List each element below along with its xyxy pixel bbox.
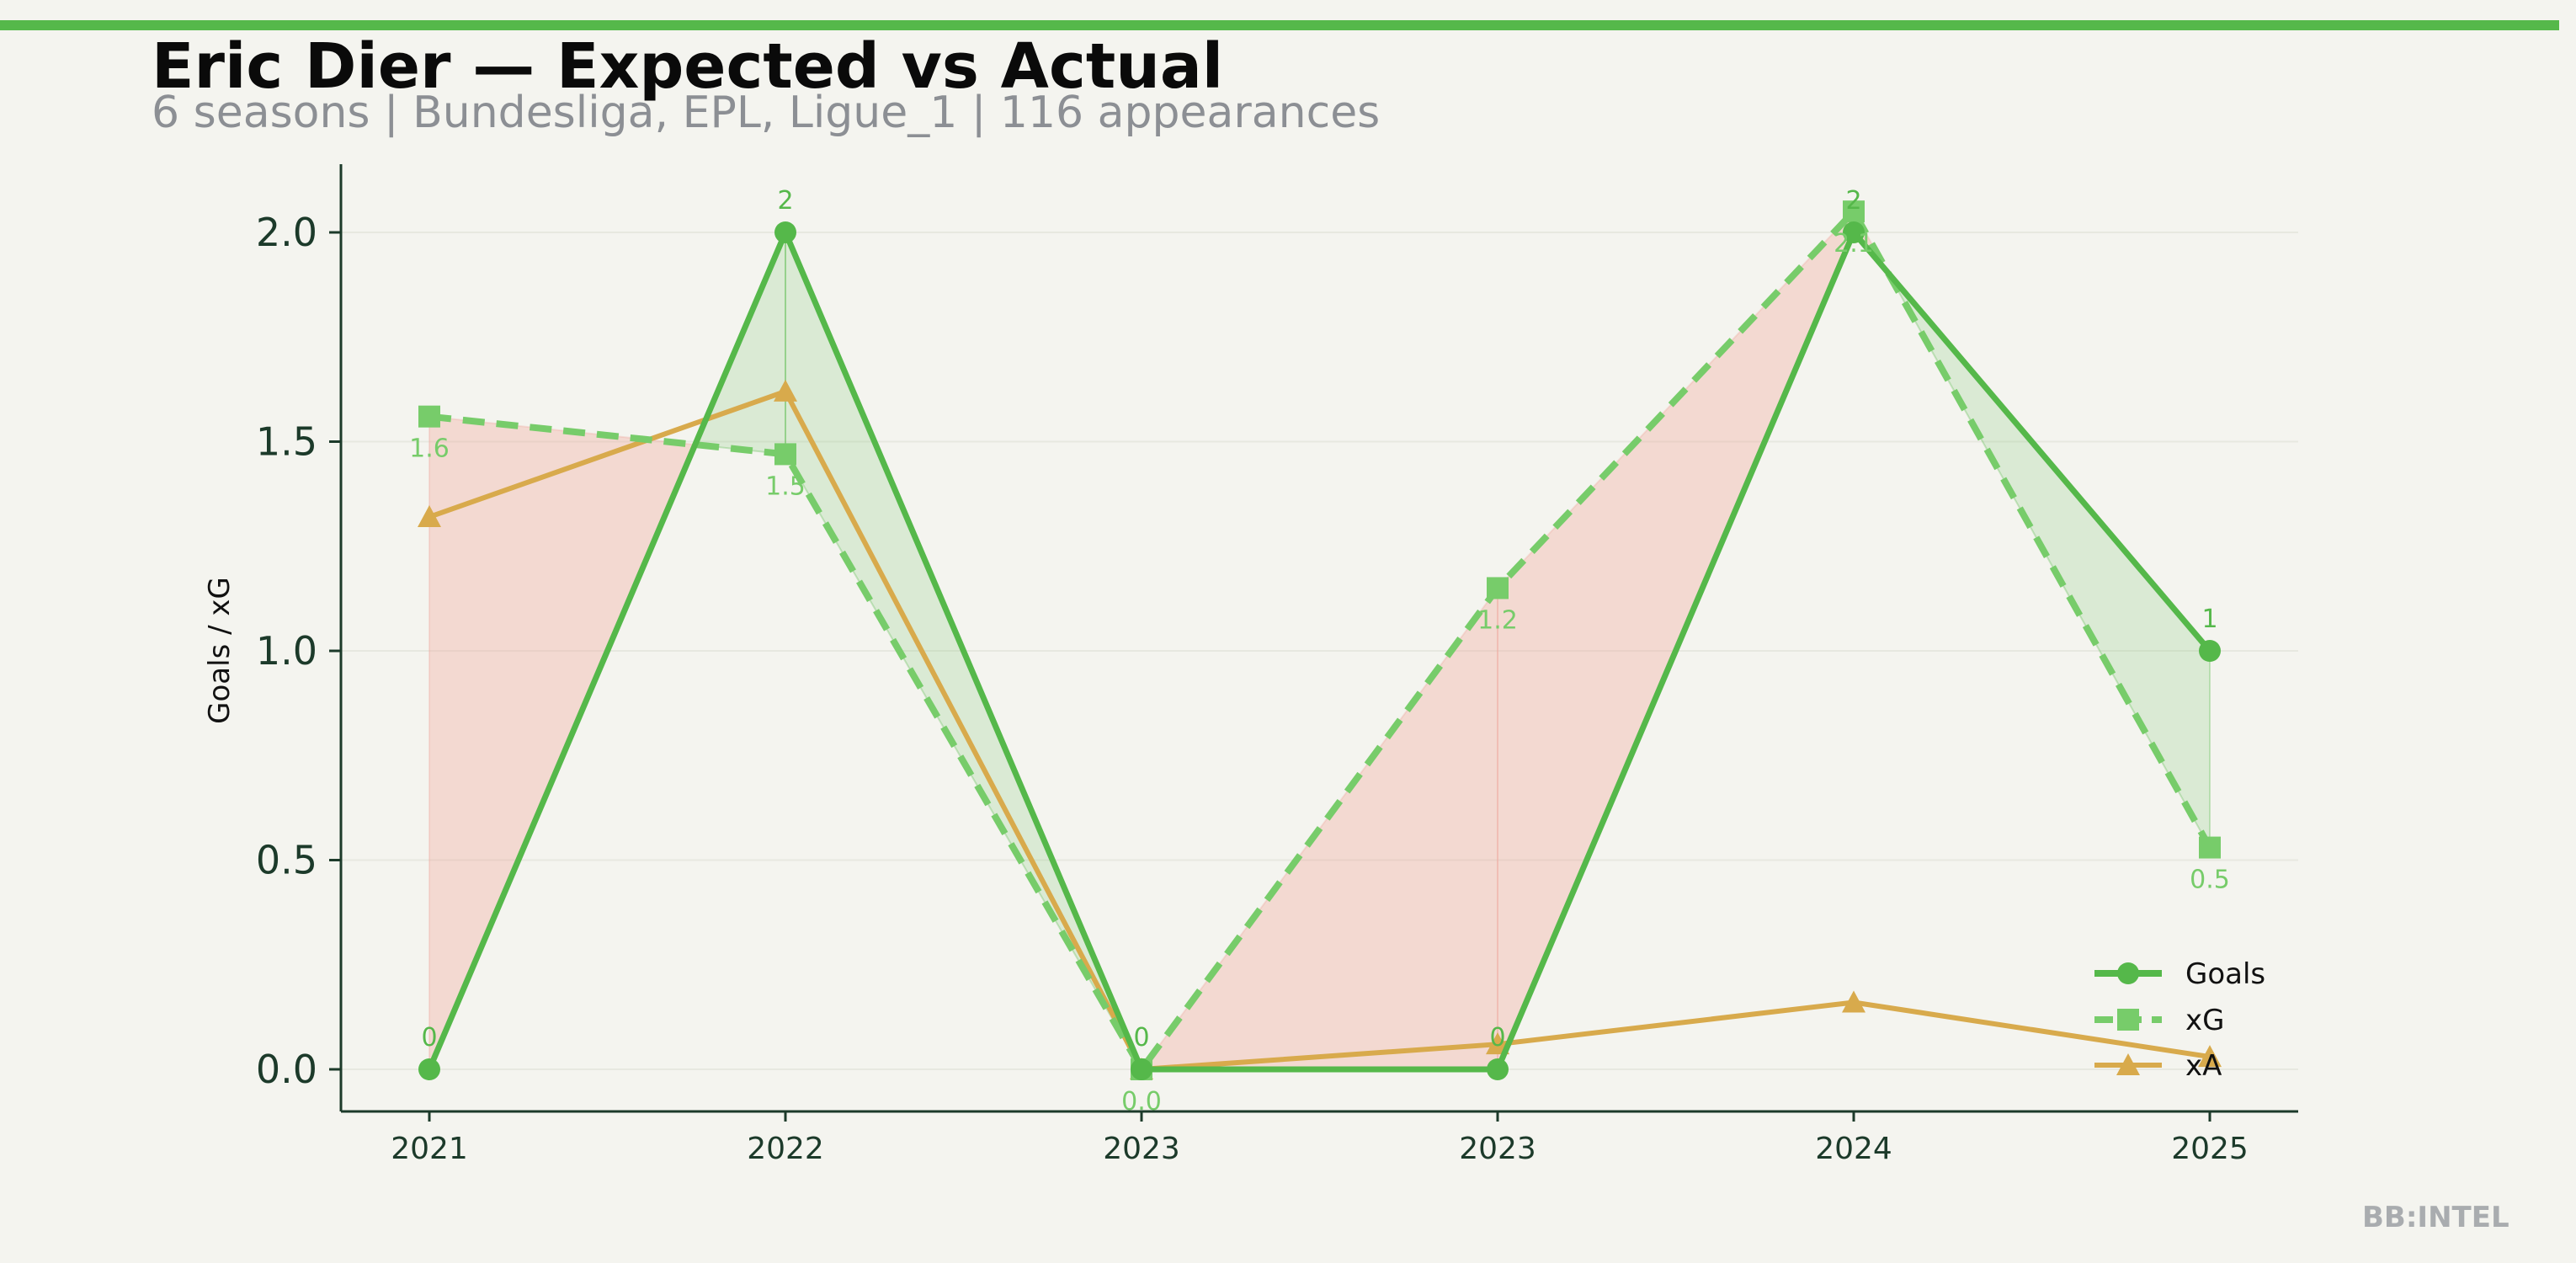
legend-marker-goals	[2117, 962, 2139, 984]
y-axis-label: Goals / xG	[203, 577, 237, 724]
chart-subtitle: 6 seasons | Bundesliga, EPL, Ligue_1 | 1…	[152, 88, 1381, 138]
x-tick-label: 2024	[1815, 1132, 1892, 1166]
xg-point	[1843, 200, 1865, 223]
watermark: BB:INTEL	[2362, 1201, 2509, 1234]
xg-point	[1487, 577, 1509, 600]
accent-bar	[0, 20, 2559, 30]
goals-value-label: 0	[1133, 1023, 1149, 1052]
xa-point	[774, 379, 797, 402]
x-tick-label: 2025	[2171, 1132, 2249, 1166]
legend-label-xa: xA	[2185, 1049, 2222, 1083]
goals-value-label: 2	[777, 186, 793, 216]
xg-point	[418, 405, 440, 428]
xg-value-label: 1.2	[1477, 605, 1518, 635]
legend-label-goals: Goals	[2185, 957, 2265, 991]
goals-point	[2199, 640, 2221, 662]
xa-point	[1842, 990, 1865, 1013]
y-tick-label: 0.5	[256, 838, 317, 883]
x-tick-label: 2022	[747, 1132, 824, 1166]
goals-value-label: 1	[2201, 605, 2217, 634]
goals-line	[426, 229, 2212, 1073]
y-tick-label: 2.0	[256, 210, 317, 255]
y-tick-label: 1.5	[256, 419, 317, 465]
x-tick-label: 2021	[391, 1132, 468, 1166]
y-tick-label: 0.0	[256, 1047, 317, 1092]
xg-value-label: 0.5	[2190, 866, 2230, 895]
y-tick-label: 1.0	[256, 628, 317, 674]
chart-title: Eric Dier — Expected vs Actual	[152, 30, 1224, 103]
goals-value-label: 2	[1845, 186, 1861, 216]
xg-value-label: 2.1	[1834, 229, 1874, 258]
goals-point	[418, 1058, 440, 1080]
xg-value-label: 1.6	[409, 434, 450, 464]
xg-point	[2199, 836, 2221, 859]
goals-point	[1131, 1058, 1152, 1080]
xg-point	[774, 443, 796, 466]
goals-point	[774, 221, 796, 243]
xg-line	[428, 208, 2213, 1073]
goals-value-label: 0	[1489, 1023, 1505, 1052]
x-tick-label: 2023	[1103, 1132, 1180, 1166]
xa-point	[418, 504, 441, 527]
xa-point	[2198, 1045, 2222, 1068]
goals-point	[1487, 1058, 1509, 1080]
legend-marker-xg	[2117, 1009, 2139, 1031]
xg-value-label: 1.5	[765, 472, 806, 501]
xa-line	[428, 388, 2211, 1072]
x-tick-label: 2023	[1459, 1132, 1536, 1166]
xg-value-label: 0.0	[1121, 1087, 1162, 1116]
legend-label-xg: xG	[2185, 1004, 2224, 1037]
legend-marker-xa	[2116, 1053, 2140, 1075]
goals-point	[1843, 221, 1865, 243]
goals-value-label: 0	[421, 1023, 437, 1052]
